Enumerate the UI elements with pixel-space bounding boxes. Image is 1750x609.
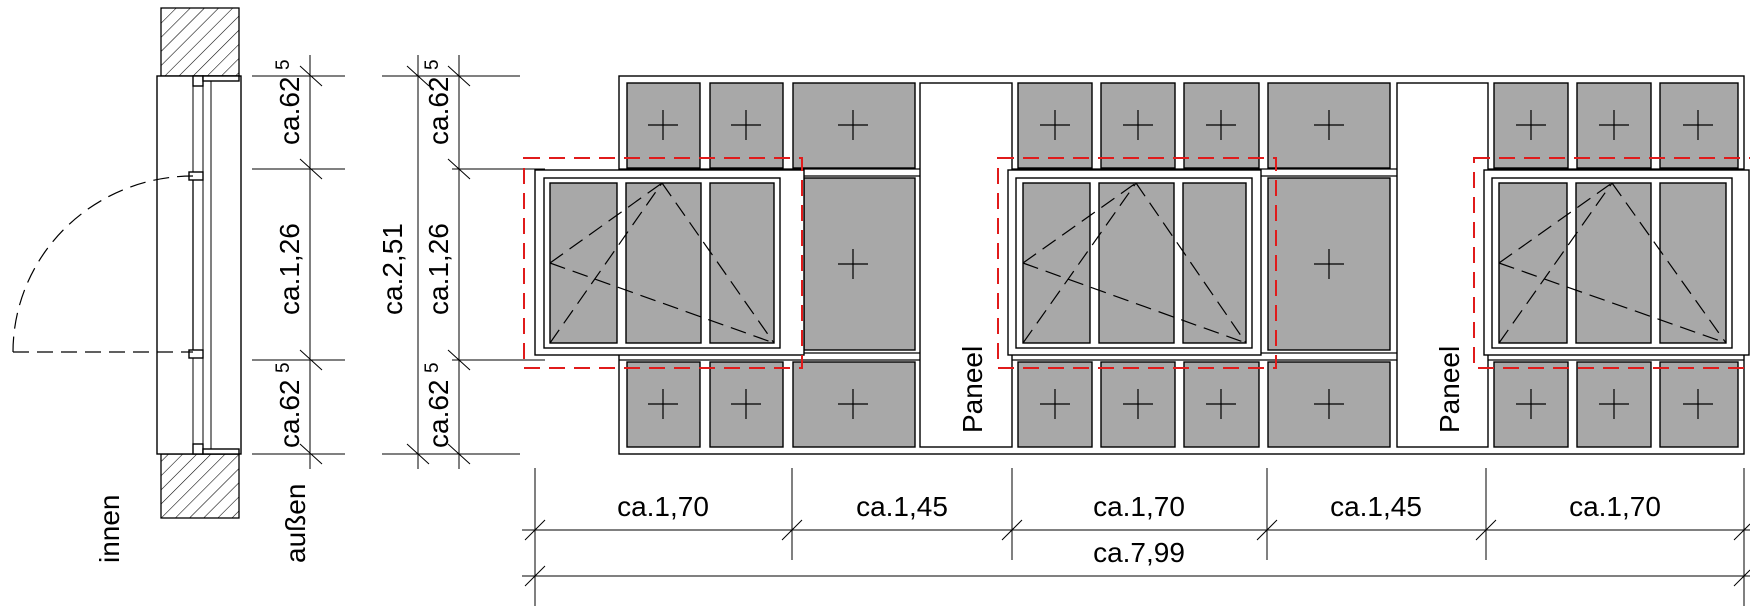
width-dim-bay-4: ca.1,45 xyxy=(1330,491,1422,522)
fixed-glazing-plus xyxy=(1599,110,1629,140)
section-dim-top-sup: 5 xyxy=(273,59,294,70)
fixed-glazing-plus xyxy=(1123,110,1153,140)
fixed-glazing-plus xyxy=(1314,249,1344,279)
fixed-glazing-plus xyxy=(1206,110,1236,140)
paneel-panel-2 xyxy=(1396,82,1489,448)
section-dim-top: ca.62 xyxy=(274,77,305,146)
wall-hatch-top xyxy=(160,7,240,77)
wall-hatch-bottom xyxy=(160,453,240,519)
elevation-vertical-dims: ca.2,51 ca.62 5 ca.1,26 ca.62 5 xyxy=(377,55,545,469)
facade-elevation xyxy=(523,75,1750,455)
paneel-panel-1 xyxy=(919,82,1013,448)
window-frame-section xyxy=(156,75,242,455)
opening-window-1 xyxy=(534,169,805,356)
width-dim-bay-3: ca.1,70 xyxy=(1093,491,1185,522)
fixed-glazing-plus xyxy=(838,389,868,419)
fixed-glazing-plus xyxy=(1683,389,1713,419)
paneel-label-1: Paneel xyxy=(957,346,988,433)
fixed-glazing-plus xyxy=(1040,110,1070,140)
fixed-glazing-plus xyxy=(731,110,761,140)
fixed-glazing-plus xyxy=(1516,389,1546,419)
section-dim-mid: ca.1,26 xyxy=(274,223,305,315)
fixed-glazing-plus xyxy=(1599,389,1629,419)
fixed-glazing-markers xyxy=(648,110,1713,419)
width-dim-bay-1: ca.1,70 xyxy=(617,491,709,522)
section-dimension-chain: ca.62 5 ca.1,26 ca.62 5 xyxy=(252,55,345,469)
wall-section xyxy=(12,7,242,519)
elevation-dim-top-sup: 5 xyxy=(422,59,443,70)
elevation-dim-bottom-sup: 5 xyxy=(422,362,443,373)
width-dim-bay-5: ca.1,70 xyxy=(1569,491,1661,522)
fixed-glazing-plus xyxy=(838,249,868,279)
section-dim-bottom-sup: 5 xyxy=(273,362,294,373)
section-dim-bottom: ca.62 xyxy=(274,380,305,449)
opening-window-2 xyxy=(1007,169,1262,356)
highlight-frame-2 xyxy=(997,157,1277,369)
fixed-glazing-plus xyxy=(1206,389,1236,419)
fixed-glazing-plus xyxy=(1040,389,1070,419)
fixed-glazing-plus xyxy=(1516,110,1546,140)
elevation-dim-total: ca.2,51 xyxy=(377,223,408,315)
fixed-glazing-plus xyxy=(648,110,678,140)
fixed-glazing-plus xyxy=(1314,110,1344,140)
fixed-glazing-plus xyxy=(648,389,678,419)
fixed-glazing-plus xyxy=(1683,110,1713,140)
fixed-glazing-plus xyxy=(838,110,868,140)
highlight-frame-1 xyxy=(523,157,803,369)
highlight-frame-3 xyxy=(1473,157,1750,369)
fixed-glazing-plus xyxy=(731,389,761,419)
paneel-label-2: Paneel xyxy=(1434,346,1465,433)
width-dim-total: ca.7,99 xyxy=(1093,537,1185,568)
elevation-dim-bottom: ca.62 xyxy=(423,380,454,449)
fixed-glazing-plus xyxy=(1314,389,1344,419)
opening-window-3 xyxy=(1483,169,1750,356)
horizontal-dimension-chain: ca.1,70 ca.1,45 ca.1,70 ca.1,45 ca.1,70 … xyxy=(522,468,1750,606)
swing-arc xyxy=(12,175,194,353)
elevation-dim-top: ca.62 xyxy=(423,77,454,146)
fixed-glazing-plus xyxy=(1123,389,1153,419)
label-aussen: außen xyxy=(280,484,311,563)
elevation-dim-mid: ca.1,26 xyxy=(423,223,454,315)
width-dim-bay-2: ca.1,45 xyxy=(856,491,948,522)
label-innen: innen xyxy=(94,494,125,563)
